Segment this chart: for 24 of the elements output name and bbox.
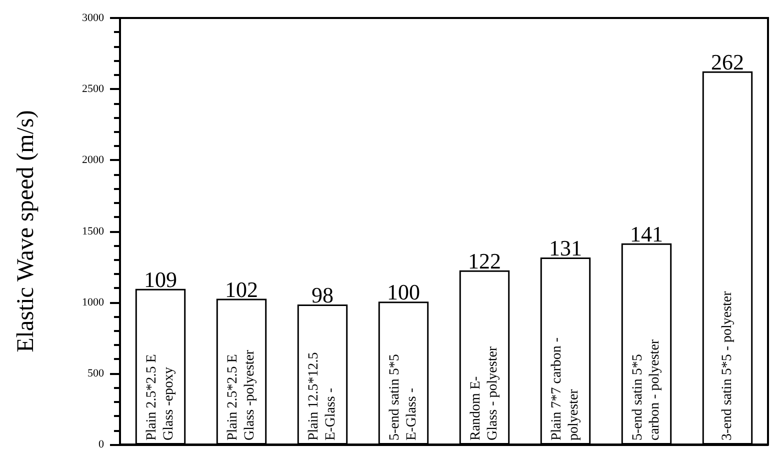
x-tick-label: Plain 2.5*2.5 E Glass -epoxy	[144, 354, 176, 440]
x-tick-label: 5-end satin 5*5 carbon - polyester	[630, 339, 662, 440]
annotation: 109	[144, 266, 177, 292]
annotation: 131	[549, 236, 582, 261]
y-tick-label: 3000	[82, 12, 104, 24]
y-tick-label: 1500	[82, 225, 104, 238]
annotation: 100	[387, 280, 420, 305]
y-axis-title: Elastic Wave speed (m/s)	[13, 110, 39, 352]
annotation: 141	[630, 221, 663, 246]
y-tick-label: 0	[98, 438, 104, 450]
y-tick-label: 2500	[82, 83, 104, 96]
annotation: 262	[711, 49, 744, 74]
x-tick-label: Plain 7*7 carbon - polyester	[550, 337, 582, 440]
annotation: 102	[225, 276, 258, 302]
x-tick-label: Plain 2.5*2.5 E Glass -polyester	[226, 350, 258, 440]
annotation: 98	[312, 282, 334, 308]
x-tick-label: Random E- Glass - polyester	[468, 346, 500, 440]
x-tick-label: 5-end satin 5*5 E-Glass -	[388, 354, 420, 440]
y-tick-label: 1000	[82, 296, 104, 308]
x-tick-label: 3-end satin 5*5 - polyester	[720, 290, 735, 440]
annotation: 122	[468, 248, 501, 274]
y-tick-label: 500	[88, 367, 104, 380]
x-tick-label: Plain 12.5*12.5 E-Glass -	[306, 352, 338, 440]
y-tick-label: 2000	[82, 154, 104, 166]
